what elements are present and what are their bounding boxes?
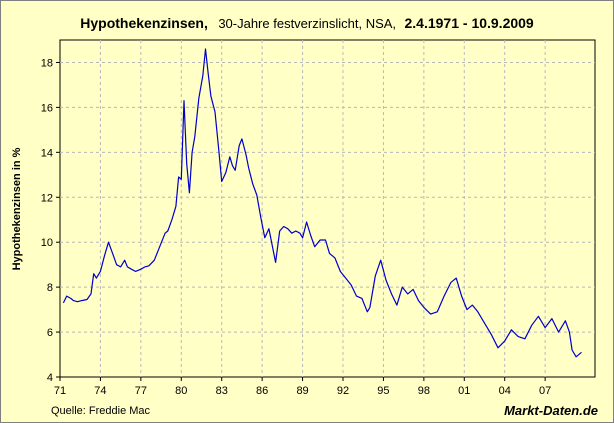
x-tick-label: 71 bbox=[54, 385, 66, 397]
axis-ticks: 4 6 8 10 12 14 16 18 71 74 77 80 83 86 89 92 95 98 01 04 07 bbox=[41, 57, 552, 397]
chart-title-range: 2.4.1971 - 10.9.2009 bbox=[405, 15, 534, 31]
chart-title-main: Hypothekenzinsen, bbox=[80, 15, 208, 31]
y-tick-label: 14 bbox=[41, 147, 53, 159]
plot-area bbox=[59, 39, 596, 378]
x-tick-label: 98 bbox=[418, 385, 430, 397]
chart-title-sub: 30-Jahre festverzinslicht, NSA, bbox=[218, 16, 396, 31]
y-tick-label: 10 bbox=[41, 237, 53, 249]
y-tick-label: 12 bbox=[41, 192, 53, 204]
x-tick-label: 89 bbox=[296, 385, 308, 397]
grid bbox=[60, 40, 595, 377]
x-tick-label: 77 bbox=[135, 385, 147, 397]
x-tick-label: 80 bbox=[175, 385, 187, 397]
y-tick-label: 8 bbox=[47, 282, 53, 294]
x-tick-label: 74 bbox=[94, 385, 106, 397]
series-line bbox=[62, 48, 582, 358]
series-group bbox=[62, 48, 582, 358]
x-tick-label: 04 bbox=[499, 385, 511, 397]
source-label: Quelle: Freddie Mac bbox=[51, 405, 151, 417]
y-tick-label: 4 bbox=[47, 372, 53, 384]
x-tick-label: 86 bbox=[256, 385, 268, 397]
y-tick-label: 16 bbox=[41, 102, 53, 114]
x-tick-label: 95 bbox=[377, 385, 389, 397]
y-axis-label: Hypothekenzinsen in % bbox=[11, 147, 23, 270]
x-tick-label: 83 bbox=[216, 385, 228, 397]
x-tick-label: 92 bbox=[337, 385, 349, 397]
brand-label: Markt-Daten.de bbox=[504, 403, 598, 418]
y-tick-label: 18 bbox=[41, 57, 53, 69]
x-tick-label: 01 bbox=[458, 385, 470, 397]
chart-title: Hypothekenzinsen, 30-Jahre festverzinsli… bbox=[80, 15, 534, 32]
x-tick-label: 07 bbox=[539, 385, 551, 397]
y-tick-label: 6 bbox=[47, 327, 53, 339]
